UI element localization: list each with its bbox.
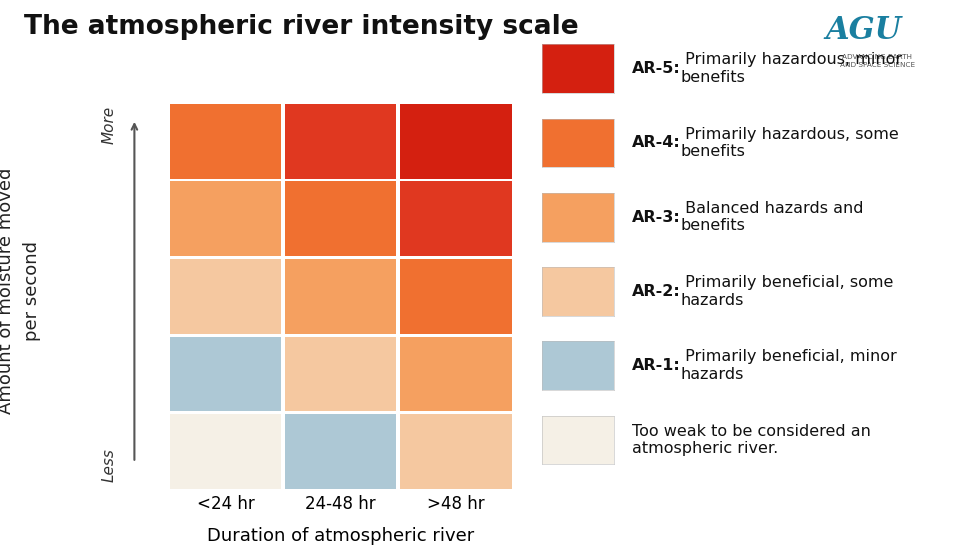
Text: ADVANCING EARTH
AND SPACE SCIENCE: ADVANCING EARTH AND SPACE SCIENCE <box>840 54 915 69</box>
Bar <box>400 336 512 412</box>
Text: Amount of moisture moved
per second: Amount of moisture moved per second <box>0 168 41 414</box>
Bar <box>285 414 396 489</box>
Text: Primarily beneficial, some
hazards: Primarily beneficial, some hazards <box>681 275 894 307</box>
Text: Primarily beneficial, minor
hazards: Primarily beneficial, minor hazards <box>681 350 898 382</box>
Text: More: More <box>102 106 117 143</box>
Text: Primarily hazardous, minor
benefits: Primarily hazardous, minor benefits <box>681 53 902 85</box>
Text: AR-1:: AR-1: <box>632 358 681 373</box>
Bar <box>400 104 512 179</box>
Bar <box>285 181 396 257</box>
Text: AGU: AGU <box>826 15 902 46</box>
Bar <box>285 336 396 412</box>
Bar <box>170 414 281 489</box>
Bar <box>400 414 512 489</box>
Bar <box>400 259 512 334</box>
Bar <box>400 181 512 257</box>
Text: Balanced hazards and
benefits: Balanced hazards and benefits <box>681 201 864 233</box>
Bar <box>170 104 281 179</box>
Text: Primarily hazardous, some
benefits: Primarily hazardous, some benefits <box>681 127 900 159</box>
Bar <box>285 259 396 334</box>
Text: Too weak to be considered an
atmospheric river.: Too weak to be considered an atmospheric… <box>632 424 871 456</box>
Text: AR-2:: AR-2: <box>632 284 681 299</box>
Text: AR-3:: AR-3: <box>632 209 681 225</box>
Text: Less: Less <box>102 448 117 483</box>
Bar <box>170 259 281 334</box>
Bar <box>285 104 396 179</box>
X-axis label: Duration of atmospheric river: Duration of atmospheric river <box>207 527 474 545</box>
Bar <box>170 181 281 257</box>
Bar <box>170 336 281 412</box>
Text: The atmospheric river intensity scale: The atmospheric river intensity scale <box>24 14 579 40</box>
Text: AR-5:: AR-5: <box>632 61 681 76</box>
Text: AR-4:: AR-4: <box>632 135 681 151</box>
